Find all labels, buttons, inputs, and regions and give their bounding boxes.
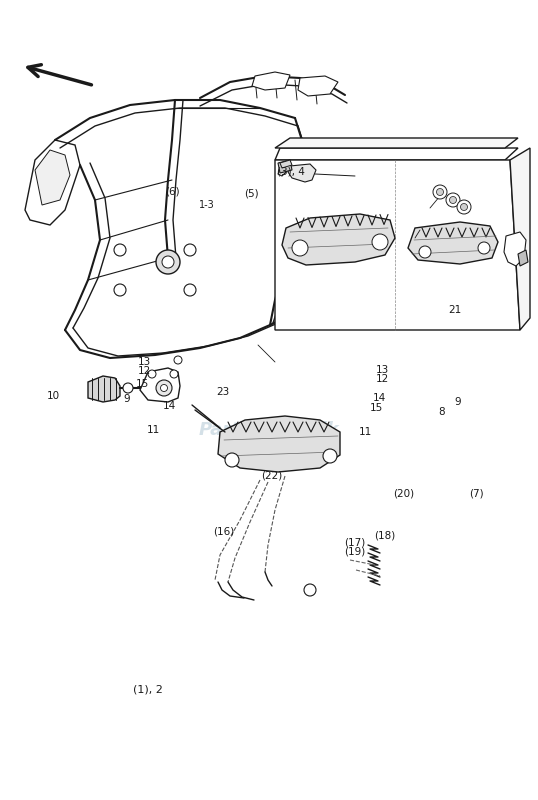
Text: (16): (16) bbox=[213, 527, 234, 537]
Circle shape bbox=[156, 380, 172, 396]
Text: 23: 23 bbox=[217, 387, 230, 397]
Text: 14: 14 bbox=[373, 394, 386, 403]
Polygon shape bbox=[218, 416, 340, 472]
Circle shape bbox=[304, 584, 316, 596]
Circle shape bbox=[162, 256, 174, 268]
Text: (5): (5) bbox=[244, 189, 259, 198]
Text: (18): (18) bbox=[374, 531, 395, 541]
Circle shape bbox=[450, 197, 457, 203]
Polygon shape bbox=[88, 376, 120, 402]
Polygon shape bbox=[275, 138, 518, 148]
Text: 14: 14 bbox=[163, 402, 176, 411]
Circle shape bbox=[419, 246, 431, 258]
Polygon shape bbox=[504, 232, 526, 266]
Circle shape bbox=[114, 244, 126, 256]
Text: (7): (7) bbox=[469, 489, 484, 498]
Circle shape bbox=[114, 284, 126, 296]
Circle shape bbox=[292, 240, 308, 256]
Text: 15: 15 bbox=[136, 379, 149, 389]
Polygon shape bbox=[280, 160, 292, 168]
Polygon shape bbox=[408, 222, 498, 264]
Polygon shape bbox=[275, 160, 520, 330]
Text: 13: 13 bbox=[376, 365, 388, 374]
Text: (3), 4: (3), 4 bbox=[277, 167, 305, 177]
Text: 10: 10 bbox=[47, 391, 60, 401]
Text: 8: 8 bbox=[438, 407, 444, 417]
Text: (17): (17) bbox=[344, 538, 366, 547]
Circle shape bbox=[184, 244, 196, 256]
Circle shape bbox=[461, 203, 468, 210]
Text: 12: 12 bbox=[376, 374, 388, 384]
Polygon shape bbox=[275, 148, 518, 160]
Circle shape bbox=[433, 185, 447, 199]
Circle shape bbox=[446, 193, 460, 207]
Text: 21: 21 bbox=[448, 305, 461, 314]
Polygon shape bbox=[140, 368, 180, 402]
Polygon shape bbox=[25, 140, 80, 225]
Polygon shape bbox=[298, 76, 338, 96]
Text: 13: 13 bbox=[138, 358, 151, 367]
Text: (6): (6) bbox=[165, 187, 180, 197]
Text: (1), 2: (1), 2 bbox=[133, 685, 163, 694]
Text: 12: 12 bbox=[138, 366, 151, 376]
Polygon shape bbox=[282, 214, 395, 265]
Circle shape bbox=[225, 453, 239, 467]
Circle shape bbox=[160, 385, 167, 391]
Text: 9: 9 bbox=[123, 394, 130, 404]
Circle shape bbox=[123, 383, 133, 393]
Circle shape bbox=[436, 189, 443, 195]
Circle shape bbox=[184, 284, 196, 296]
Circle shape bbox=[156, 250, 180, 274]
Polygon shape bbox=[288, 164, 316, 182]
Text: 1-3: 1-3 bbox=[199, 200, 215, 210]
Circle shape bbox=[170, 370, 178, 378]
Text: 11: 11 bbox=[359, 427, 372, 437]
Text: 9: 9 bbox=[454, 397, 461, 406]
Text: (22): (22) bbox=[261, 470, 282, 480]
Text: (19): (19) bbox=[344, 547, 366, 557]
Polygon shape bbox=[510, 148, 530, 330]
Circle shape bbox=[457, 200, 471, 214]
Text: 11: 11 bbox=[147, 426, 160, 435]
Polygon shape bbox=[278, 160, 292, 173]
Text: 15: 15 bbox=[370, 403, 383, 413]
Polygon shape bbox=[252, 72, 290, 90]
Circle shape bbox=[323, 449, 337, 463]
Text: (20): (20) bbox=[393, 489, 414, 498]
Circle shape bbox=[372, 234, 388, 250]
Text: PartsRepublik: PartsRepublik bbox=[199, 421, 339, 439]
Circle shape bbox=[174, 356, 182, 364]
Polygon shape bbox=[35, 150, 70, 205]
Circle shape bbox=[478, 242, 490, 254]
Polygon shape bbox=[518, 250, 528, 266]
Circle shape bbox=[148, 370, 156, 378]
